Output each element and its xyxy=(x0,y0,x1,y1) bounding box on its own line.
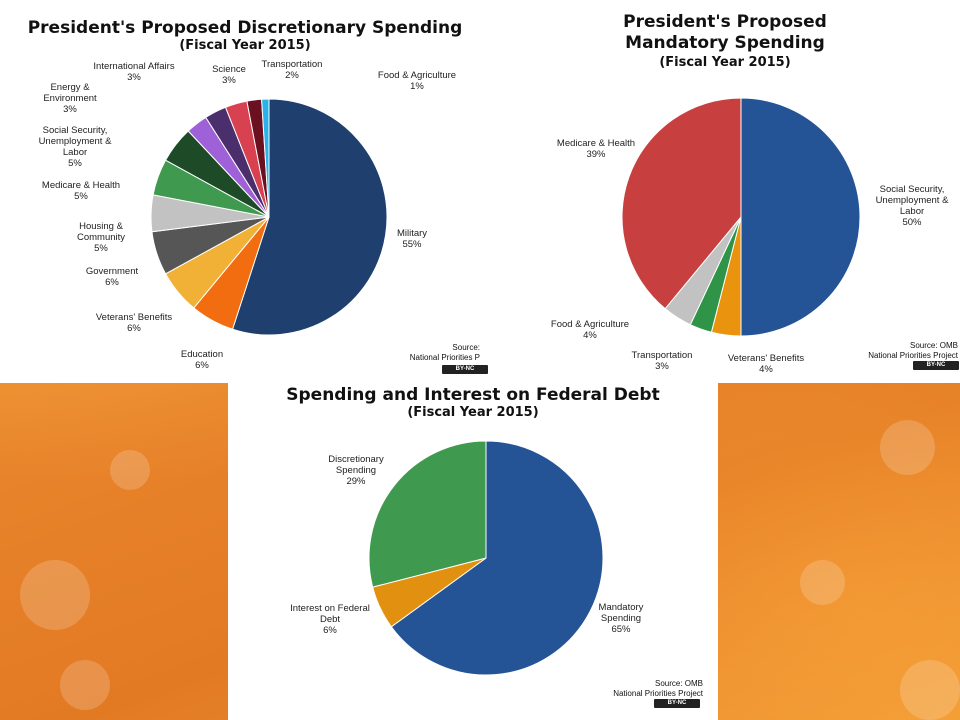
slice-label: Mandatory Spending 65% xyxy=(599,602,644,635)
slice-label: Medicare & Health 5% xyxy=(42,180,120,202)
chart-subtitle: (Fiscal Year 2015) xyxy=(659,55,791,70)
background-flower xyxy=(110,450,150,490)
chart-subtitle: (Fiscal Year 2015) xyxy=(179,38,311,53)
source-line: Source: OMB xyxy=(909,341,958,350)
chart-title: Spending and Interest on Federal Debt xyxy=(286,385,660,405)
source-line: National Priorities P xyxy=(409,353,480,362)
source-note: Source: National Priorities P xyxy=(380,343,480,363)
slice-label: Social Security, Unemployment & Labor 50% xyxy=(876,184,950,228)
mandatory-pie-chart: Social Security, Unemployment & Labor 50% Ve… xyxy=(551,97,950,375)
slice-label: Veterans' Benefits 6% xyxy=(96,312,173,334)
source-note: Source: OMB National Priorities Project xyxy=(593,679,703,699)
chart-title-line: Mandatory Spending xyxy=(625,33,825,53)
slice-label: Discretionary Spending 29% xyxy=(328,454,384,487)
chart-title-line: President's Proposed xyxy=(623,12,827,32)
chart-title: President's Proposed Discretionary Spend… xyxy=(27,18,463,38)
pie-slice xyxy=(231,98,388,336)
cc-license-badge: BY-NC xyxy=(913,361,959,370)
slice-label: International Affairs 3% xyxy=(93,61,174,83)
pie-slice xyxy=(390,440,604,676)
slice-label: Military 55% xyxy=(397,228,427,250)
slice-label: Food & Agriculture 4% xyxy=(551,319,629,341)
source-line: National Priorities Project xyxy=(868,351,958,360)
background-flower xyxy=(800,560,845,605)
slice-label: Government 6% xyxy=(86,266,139,288)
background-flower xyxy=(880,420,935,475)
slice-label: Veterans' Benefits 4% xyxy=(728,353,805,375)
pie-slice xyxy=(368,440,487,588)
source-line: National Priorities Project xyxy=(613,689,703,698)
chart-subtitle: (Fiscal Year 2015) xyxy=(407,405,539,420)
slice-label: Education 6% xyxy=(181,349,223,371)
slice-label: Medicare & Health 39% xyxy=(557,138,635,160)
cc-license-badge: BY-NC xyxy=(442,365,488,374)
cc-license-badge: BY-NC xyxy=(654,699,700,708)
source-line: Source: xyxy=(452,343,480,352)
background-flower xyxy=(20,560,90,630)
slice-label: Housing & Community 5% xyxy=(77,221,125,254)
slice-label: Food & Agriculture 1% xyxy=(378,70,456,92)
source-note: Source: OMB National Priorities Project xyxy=(850,341,958,361)
slice-label: Social Security, Unemployment & Labor 5% xyxy=(39,125,113,169)
slice-label: Science 3% xyxy=(212,64,246,86)
discretionary-pie-chart: Military 55% Education 6% Veterans' Benefits… xyxy=(39,59,457,371)
pie-slice xyxy=(621,97,742,310)
mandatory-chart-panel: President's Proposed Mandatory Spending … xyxy=(490,0,960,383)
slice-label: Energy & Environment 3% xyxy=(43,82,97,115)
pie-slice xyxy=(261,98,270,218)
discretionary-chart-panel: President's Proposed Discretionary Spend… xyxy=(0,0,490,383)
slice-label: Transportation 3% xyxy=(632,350,693,372)
slice-label: Interest on Federal Debt 6% xyxy=(290,603,370,636)
slice-label: Transportation 2% xyxy=(262,59,323,81)
background-flower xyxy=(60,660,110,710)
source-line: Source: OMB xyxy=(654,679,703,688)
federal-debt-chart-panel: Spending and Interest on Federal Debt (F… xyxy=(228,383,718,720)
pie-slice xyxy=(740,97,861,337)
federal-debt-pie-chart: Mandatory Spending 65% Interest on Federal D… xyxy=(290,440,644,676)
background-flower xyxy=(900,660,960,720)
